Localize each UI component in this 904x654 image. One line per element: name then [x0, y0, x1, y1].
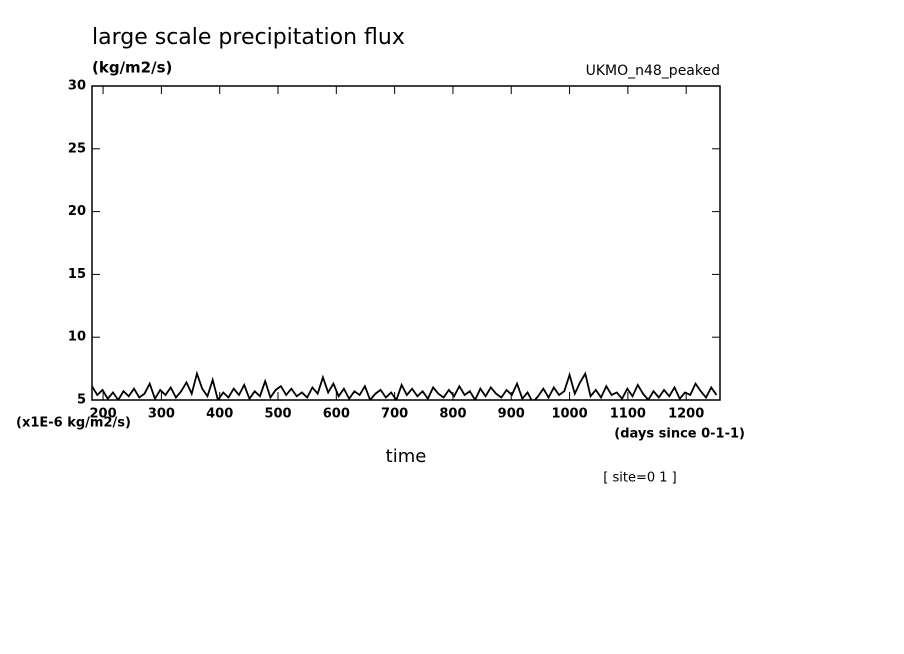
x-tick-label: 1100 — [610, 407, 646, 422]
subtitle: (kg/m2/s) — [92, 59, 172, 77]
x-unit-label: (days since 0-1-1) — [614, 427, 745, 442]
line — [92, 370, 718, 400]
x-tick-label: 1000 — [551, 407, 587, 422]
x-tick-label: 300 — [148, 407, 175, 422]
y-tick-label: 20 — [68, 204, 86, 219]
x-tick-label: 800 — [439, 407, 466, 422]
x-tick-label: 900 — [498, 407, 525, 422]
x-tick-label: 1200 — [668, 407, 704, 422]
y-unit-label: (x1E-6 kg/m2/s) — [16, 416, 131, 431]
plot-frame — [91, 85, 721, 401]
x-tick-label: 600 — [323, 407, 350, 422]
chart-title: large scale precipitation flux — [92, 25, 405, 50]
y-tick-label: 25 — [68, 141, 86, 156]
x-tick-label: 200 — [90, 407, 117, 422]
dataset-label: UKMO_n48_peaked — [586, 63, 720, 79]
y-tick-label: 5 — [77, 393, 86, 408]
x-tick-label: 400 — [206, 407, 233, 422]
y-tick-label: 30 — [68, 79, 86, 94]
x-tick-label: 700 — [381, 407, 408, 422]
annotation: [ site=0 1 ] — [603, 471, 676, 486]
y-tick-label: 10 — [68, 330, 86, 345]
x-axis-label: time — [386, 446, 427, 467]
x-tick-label: 500 — [264, 407, 291, 422]
y-tick-label: 15 — [68, 267, 86, 282]
